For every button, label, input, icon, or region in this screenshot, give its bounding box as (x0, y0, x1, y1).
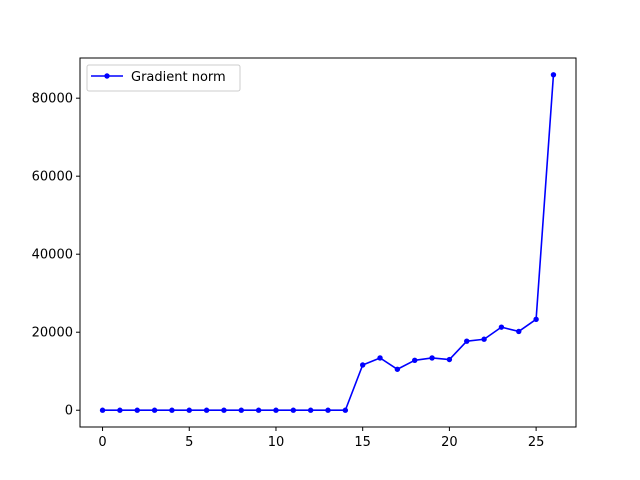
data-point (221, 407, 227, 413)
data-point (550, 72, 557, 78)
data-point (464, 338, 470, 344)
data-point (203, 407, 210, 413)
data-point (533, 316, 539, 323)
x-tick-label: 15 (354, 435, 371, 450)
data-point (394, 366, 401, 372)
legend-box (86, 64, 241, 92)
data-point (151, 407, 158, 413)
data-point (117, 407, 123, 413)
legend-marker-sample (104, 73, 110, 79)
y-tick-label: 0 (65, 404, 73, 419)
data-point (429, 355, 435, 361)
data-point (377, 355, 383, 361)
data-point (169, 407, 175, 413)
legend: Gradient norm (86, 64, 241, 92)
data-point (325, 407, 331, 413)
data-point (255, 407, 262, 413)
data-point (498, 324, 505, 330)
data-point (516, 328, 522, 335)
data-point (307, 407, 314, 413)
x-tick-label: 25 (528, 435, 545, 450)
data-point (238, 407, 244, 413)
data-point (134, 407, 140, 413)
legend-entry-label: Gradient norm (131, 70, 226, 85)
y-tick-label: 20000 (32, 326, 73, 341)
data-point (342, 407, 349, 413)
data-point (99, 407, 106, 413)
data-point (412, 357, 418, 363)
y-axis: 0 20000 40000 60000 80000 (32, 92, 80, 419)
data-point (446, 356, 453, 363)
data-point (186, 407, 192, 413)
plot-frame (79, 57, 577, 428)
y-tick-label: 40000 (32, 248, 73, 263)
x-tick-label: 5 (185, 435, 193, 450)
y-tick-label: 80000 (32, 92, 73, 107)
data-point (273, 407, 279, 413)
data-point (290, 407, 297, 413)
data-point (481, 336, 487, 342)
data-point (359, 362, 366, 368)
y-tick-label: 60000 (32, 170, 73, 185)
x-axis: 0 5 10 15 20 25 (98, 427, 544, 450)
x-tick-label: 10 (268, 435, 285, 450)
series-layer (99, 72, 557, 413)
plot-area (80, 58, 576, 427)
x-tick-label: 0 (98, 435, 106, 450)
x-tick-label: 20 (441, 435, 458, 450)
